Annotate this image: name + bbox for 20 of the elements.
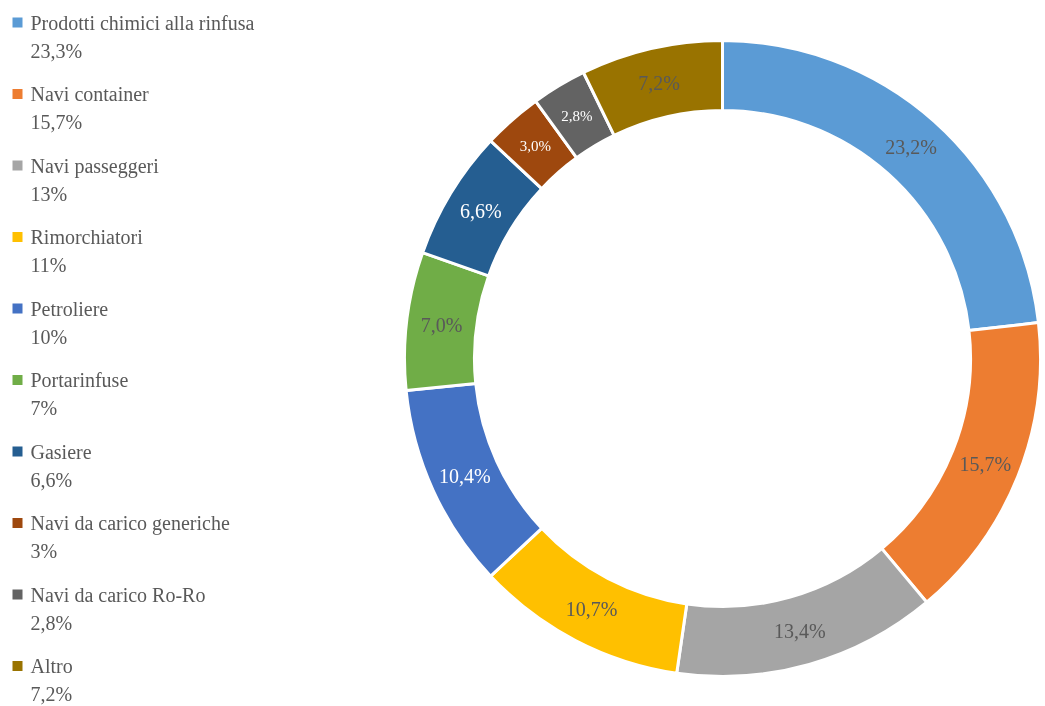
legend-label: Gasiere 6,6% xyxy=(30,440,92,491)
legend-label: Prodotti chimici alla rinfusa 23,3% xyxy=(30,11,255,62)
data-label: 6,6% xyxy=(459,200,502,223)
legend-label: Navi container 15,7% xyxy=(30,83,150,133)
legend-label: Portarinfuse 7% xyxy=(30,369,129,419)
legend-label: Navi da carico Ro-Ro 2,8% xyxy=(30,583,206,634)
data-label: 13,4% xyxy=(773,619,826,642)
legend-label: Navi da carico generiche 3% xyxy=(30,512,230,562)
legend-label: Rimorchiatori 11% xyxy=(30,226,144,276)
data-label: 2,8% xyxy=(561,107,593,124)
data-label: 7,2% xyxy=(638,71,680,94)
data-label: 15,7% xyxy=(959,452,1012,475)
data-label: 3,0% xyxy=(519,138,551,155)
legend-label: Navi passeggeri 13% xyxy=(30,154,160,205)
data-label: 23,2% xyxy=(885,136,937,159)
legend-label: Altro 7,2% xyxy=(30,655,73,705)
data-label: 7,0% xyxy=(420,313,463,336)
data-label: 10,7% xyxy=(565,598,618,621)
data-label: 10,4% xyxy=(439,464,491,487)
legend-label: Petroliere 10% xyxy=(30,297,109,348)
